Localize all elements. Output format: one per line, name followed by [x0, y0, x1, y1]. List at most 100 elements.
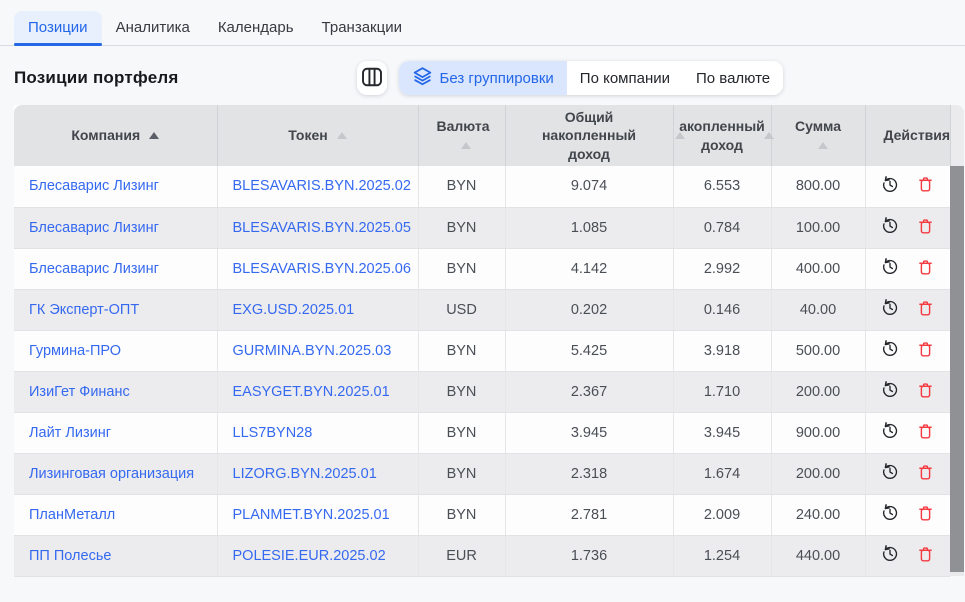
- delete-button[interactable]: [915, 505, 935, 525]
- history-icon: [880, 462, 900, 485]
- segment-no-grouping[interactable]: Без группировки: [398, 61, 567, 95]
- total-income-cell: 2.318: [505, 453, 674, 495]
- column-header-currency[interactable]: Валюта: [418, 105, 506, 166]
- history-button[interactable]: [880, 462, 900, 485]
- history-button[interactable]: [880, 258, 900, 279]
- company-link[interactable]: Лайт Лизинг: [29, 424, 112, 441]
- amount-cell: 440.00: [771, 535, 866, 577]
- delete-button[interactable]: [915, 259, 935, 279]
- header-filler: [950, 105, 964, 166]
- history-icon: [880, 175, 900, 198]
- column-header-token[interactable]: Токен: [217, 105, 419, 166]
- delete-button[interactable]: [915, 341, 935, 361]
- history-button[interactable]: [880, 217, 900, 238]
- company-link[interactable]: Блесаварис Лизинг: [29, 219, 159, 236]
- layers-icon: [412, 66, 433, 91]
- history-button[interactable]: [880, 504, 900, 525]
- company-link[interactable]: Лизинговая организация: [29, 465, 195, 482]
- currency-cell: BYN: [418, 330, 506, 372]
- amount-cell: 900.00: [771, 412, 866, 454]
- income-cell: 0.784: [673, 207, 772, 249]
- actions-cell: [865, 207, 950, 249]
- amount-cell: 200.00: [771, 453, 866, 495]
- table-row: Лизинговая организация LIZORG.BYN.2025.01…: [14, 453, 950, 495]
- segment-label: Без группировки: [439, 69, 554, 87]
- token-link[interactable]: LIZORG.BYN.2025.01: [232, 465, 377, 482]
- delete-button[interactable]: [915, 300, 935, 320]
- scrollbar-thumb[interactable]: [950, 166, 964, 572]
- currency-cell: BYN: [418, 494, 506, 536]
- column-label: Валюта: [436, 118, 490, 135]
- token-link[interactable]: LLS7BYN28: [232, 424, 313, 441]
- table-row: ГК Эксперт-ОПТ EXG.USD.2025.01 USD 0.202 0.1…: [14, 289, 950, 331]
- actions-cell: [865, 248, 950, 290]
- company-link[interactable]: ПП Полесье: [29, 547, 112, 564]
- toolbar: Позиции портфеля Без группировки По комп…: [0, 46, 965, 105]
- column-header-company[interactable]: Компания: [14, 105, 218, 166]
- column-label: Токен: [288, 127, 328, 144]
- column-header-income[interactable]: акопленный доход: [673, 105, 774, 166]
- table-row: Блесаварис Лизинг BLESAVARIS.BYN.2025.05 B…: [14, 207, 950, 249]
- delete-button[interactable]: [915, 176, 935, 196]
- actions-cell: [865, 453, 950, 495]
- token-cell: BLESAVARIS.BYN.2025.02: [217, 166, 419, 208]
- token-cell: BLESAVARIS.BYN.2025.06: [217, 248, 419, 290]
- history-button[interactable]: [880, 340, 900, 361]
- company-cell: Блесаварис Лизинг: [14, 166, 218, 208]
- token-link[interactable]: BLESAVARIS.BYN.2025.02: [232, 178, 411, 195]
- income-cell: 1.254: [673, 535, 772, 577]
- company-link[interactable]: Гурмина-ПРО: [29, 342, 122, 359]
- column-header-amount[interactable]: Сумма: [771, 105, 866, 166]
- company-cell: ГК Эксперт-ОПТ: [14, 289, 218, 331]
- table-header-row: Компания Токен Валюта Общий накопленный дох…: [14, 105, 950, 166]
- token-link[interactable]: POLESIE.EUR.2025.02: [232, 547, 386, 564]
- company-link[interactable]: ПланМеталл: [29, 506, 116, 523]
- history-button[interactable]: [880, 381, 900, 402]
- currency-cell: BYN: [418, 248, 506, 290]
- delete-button[interactable]: [915, 218, 935, 238]
- table-row: ПП Полесье POLESIE.EUR.2025.02 EUR 1.736 1.2…: [14, 535, 950, 577]
- company-cell: ПП Полесье: [14, 535, 218, 577]
- tab-positions[interactable]: Позиции: [14, 11, 102, 46]
- history-icon: [880, 421, 900, 444]
- delete-icon: [916, 217, 935, 239]
- delete-icon: [916, 175, 935, 197]
- token-link[interactable]: GURMINA.BYN.2025.03: [232, 342, 392, 359]
- token-link[interactable]: BLESAVARIS.BYN.2025.06: [232, 260, 411, 277]
- columns-settings-button[interactable]: [356, 61, 387, 95]
- company-link[interactable]: Блесаварис Лизинг: [29, 260, 159, 277]
- history-button[interactable]: [880, 545, 900, 566]
- actions-cell: [865, 494, 950, 536]
- company-link[interactable]: ГК Эксперт-ОПТ: [29, 301, 140, 318]
- delete-button[interactable]: [915, 423, 935, 443]
- token-link[interactable]: EXG.USD.2025.01: [232, 301, 355, 318]
- history-button[interactable]: [880, 299, 900, 320]
- total-income-cell: 1.736: [505, 535, 674, 577]
- delete-button[interactable]: [915, 464, 935, 484]
- delete-icon: [916, 299, 935, 321]
- company-link[interactable]: ИзиГет Финанс: [29, 383, 130, 400]
- history-button[interactable]: [880, 175, 900, 198]
- column-label: Действия: [883, 127, 951, 144]
- delete-icon: [916, 422, 935, 444]
- company-cell: Блесаварис Лизинг: [14, 207, 218, 249]
- segment-by-currency[interactable]: По валюте: [695, 69, 771, 87]
- segment-by-company[interactable]: По компании: [579, 69, 670, 87]
- column-header-total-income[interactable]: Общий накопленный доход: [505, 105, 685, 166]
- token-link[interactable]: EASYGET.BYN.2025.01: [232, 383, 390, 400]
- company-link[interactable]: Блесаварис Лизинг: [29, 178, 159, 195]
- tab-calendar[interactable]: Календарь: [217, 19, 294, 36]
- token-link[interactable]: BLESAVARIS.BYN.2025.05: [232, 219, 411, 236]
- history-button[interactable]: [880, 421, 900, 444]
- token-cell: BLESAVARIS.BYN.2025.05: [217, 207, 419, 249]
- token-link[interactable]: PLANMET.BYN.2025.01: [232, 506, 390, 523]
- token-cell: EXG.USD.2025.01: [217, 289, 419, 331]
- tab-analytics[interactable]: Аналитика: [115, 19, 190, 36]
- delete-button[interactable]: [915, 546, 935, 566]
- delete-button[interactable]: [915, 382, 935, 402]
- tab-transactions[interactable]: Транзакции: [321, 19, 402, 36]
- currency-cell: USD: [418, 289, 506, 331]
- token-cell: PLANMET.BYN.2025.01: [217, 494, 419, 536]
- sort-asc-icon: [149, 132, 160, 140]
- total-income-cell: 9.074: [505, 166, 674, 208]
